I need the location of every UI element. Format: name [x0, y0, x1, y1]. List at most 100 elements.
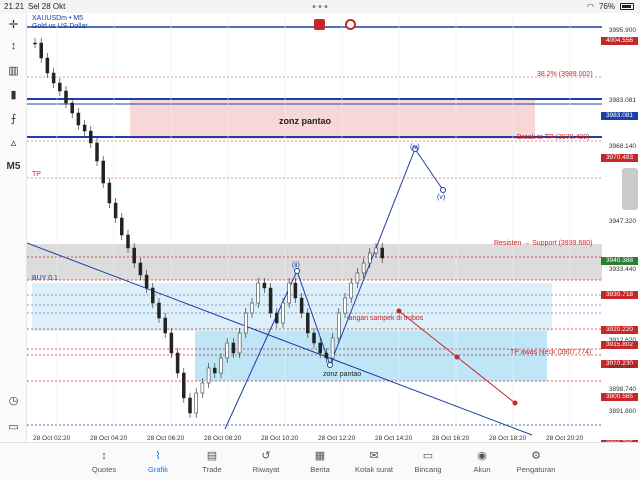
demand-zone	[195, 331, 547, 381]
candle-body	[126, 234, 130, 249]
price-tag: 3930.718	[601, 291, 638, 299]
sell-button[interactable]	[314, 19, 325, 30]
wave-iv-label: (iv)	[410, 144, 420, 151]
buy-label: BUY 0.1	[32, 275, 58, 282]
time-axis-label: 28 Oct 20:20	[546, 435, 584, 442]
timeframe-button[interactable]: M5	[6, 160, 21, 172]
candle-body	[157, 302, 161, 319]
candle-body	[225, 342, 229, 359]
candle-body	[349, 282, 353, 299]
supply-zone	[130, 99, 535, 139]
candle-body	[337, 312, 341, 339]
candle-body	[45, 57, 50, 74]
candle-body	[299, 297, 304, 314]
price-tag: 4004.556	[601, 37, 638, 45]
layout-icon[interactable]: ▭	[8, 420, 19, 433]
time-axis-label: 28 Oct 04:20	[90, 435, 128, 442]
price-tag: 3910.230	[601, 360, 638, 368]
wave-point	[440, 187, 446, 193]
nav-icon: ✉	[369, 450, 379, 462]
candle-body	[169, 332, 174, 354]
candle-body	[293, 282, 298, 299]
price-axis-label: 3891.800	[608, 408, 636, 415]
time-axis-label: 28 Oct 02:20	[33, 435, 71, 442]
candle-body	[244, 312, 248, 334]
nav-icon: ↺	[261, 450, 271, 462]
candle-body	[76, 112, 81, 126]
nav-item-bincang[interactable]: ▭ Bincang	[401, 443, 455, 481]
candle-body	[343, 297, 347, 314]
nav-item-grafik[interactable]: ⌇ Grafik	[131, 443, 185, 481]
candle-body	[213, 367, 217, 374]
candle-body	[95, 142, 99, 162]
trendline	[27, 242, 533, 436]
time-axis-label: 28 Oct 16:20	[432, 435, 470, 442]
nav-item-riwayat[interactable]: ↺ Riwayat	[239, 443, 293, 481]
candle-body	[107, 182, 112, 204]
nav-item-berita[interactable]: ▦ Berita	[293, 443, 347, 481]
battery-icon	[620, 3, 634, 10]
nav-icon: ◉	[477, 450, 487, 462]
candle-body	[194, 392, 198, 414]
nav-icon: ▭	[422, 450, 434, 462]
candle-body	[182, 372, 186, 399]
resistance-label: Resisten → Support (3939.680)	[494, 240, 593, 247]
candle-body	[287, 282, 291, 304]
multitask-dots-icon[interactable]	[312, 5, 328, 8]
nav-icon: ▦	[314, 450, 326, 462]
candle-body	[380, 247, 384, 259]
time-axis-label: 28 Oct 18:20	[489, 435, 527, 442]
candle-body	[163, 317, 167, 334]
fib-label: 38.2% (3989.002)	[537, 71, 593, 78]
chart-scroll-handle[interactable]	[622, 168, 638, 210]
candle-body	[39, 42, 43, 59]
break-tp-label: Break to TP (3970.490)	[517, 134, 590, 141]
nav-item-kotak-surat[interactable]: ✉ Kotak surat	[347, 443, 401, 481]
objects-icon[interactable]: ▮	[10, 88, 17, 101]
candle-body	[132, 247, 136, 264]
shapes-icon[interactable]: ▵	[10, 136, 17, 149]
price-axis-label: 3912.620	[608, 337, 636, 344]
chart-type-icon[interactable]: ▥	[8, 64, 19, 77]
bottom-navigation: ↕ Quotes ⌇ Grafik ▤ Trade ↺ Riwayat ▦ Berita ✉ Kota…	[0, 442, 640, 480]
candle-body	[82, 124, 87, 132]
candle-body	[368, 252, 372, 264]
candle-body	[275, 312, 279, 324]
symbol-description: Gold vs US Dollar	[32, 23, 88, 30]
time-axis-label: 28 Oct 14:20	[375, 435, 413, 442]
nav-item-quotes[interactable]: ↕ Quotes	[77, 443, 131, 481]
candle-body	[206, 367, 211, 384]
nav-label: Kotak surat	[355, 465, 393, 474]
nav-item-pengaturan[interactable]: ⚙ Pengaturan	[509, 443, 563, 481]
candle-body	[306, 312, 310, 334]
wave-ii-label: (ii)	[292, 262, 300, 269]
candle-body	[89, 130, 93, 144]
candle-body	[51, 72, 56, 84]
nav-label: Berita	[310, 465, 330, 474]
wave-v-label: (v)	[437, 194, 446, 201]
timer-icon[interactable]: ◷	[8, 394, 19, 407]
candle-body	[256, 282, 260, 304]
nav-label: Pengaturan	[516, 465, 556, 474]
projection-point	[454, 354, 460, 360]
zone-top-label: zonz pantao	[279, 116, 331, 126]
nav-label: Grafik	[147, 465, 168, 474]
one-click-button[interactable]	[345, 19, 356, 30]
nav-label: Trade	[202, 465, 222, 474]
nav-item-trade[interactable]: ▤ Trade	[185, 443, 239, 481]
price-tag: 3900.565	[601, 393, 638, 401]
nav-item-akun[interactable]: ◉ Akun	[455, 443, 509, 481]
nav-label: Akun	[473, 465, 491, 474]
candle-body	[188, 397, 192, 414]
chart-toolbar: ✛ ↕ ▥ ▮ ⨍ ▵ M5 ◷ ▭	[0, 13, 27, 442]
candle-body	[58, 82, 62, 92]
price-tag: 3915.802	[601, 341, 638, 349]
function-icon[interactable]: ⨍	[10, 112, 17, 125]
chart-area[interactable]: XAUUSDm • M5 Gold vs US Dollar 4004.556 3…	[27, 13, 640, 448]
time-axis-label: 28 Oct 12:20	[318, 435, 356, 442]
indicator-icon[interactable]: ↕	[10, 40, 17, 52]
price-axis-label: 3933.440	[608, 266, 636, 273]
status-bar: 21.21 Sel 28 Okt ◠ 76%	[0, 0, 640, 13]
tp-awas-label: TP awas rijeck (3907.774)	[510, 349, 592, 356]
crosshair-icon[interactable]: ✛	[8, 18, 19, 31]
